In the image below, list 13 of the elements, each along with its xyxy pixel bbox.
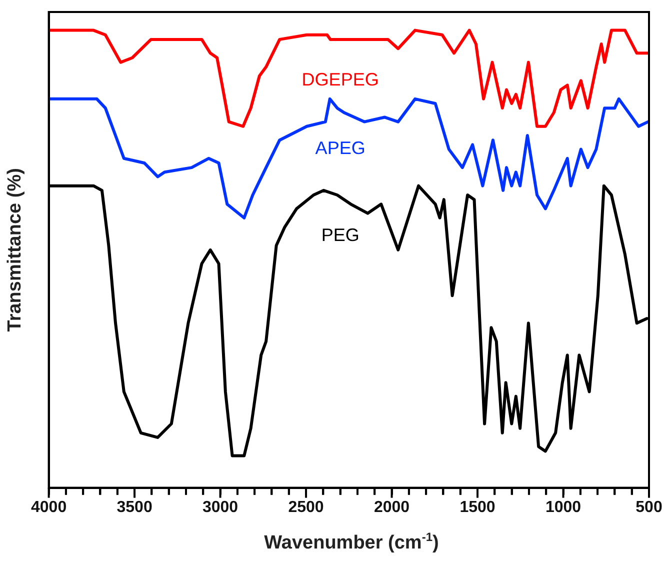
x-tick-label: 4000 [31,498,67,516]
series-label: DGEPEG [302,70,379,90]
x-tick-label: 3500 [116,498,152,516]
x-tick-label: 3000 [202,498,238,516]
x-tick-label: 1000 [545,498,582,516]
x-tick-label: 1500 [460,498,496,516]
x-tick-label: 500 [636,498,662,516]
series-label: PEG [321,225,360,246]
x-tick-label: 2000 [374,498,410,516]
y-axis-title: Transmittance (%) [4,168,26,332]
x-tick-label: 2500 [288,498,324,516]
x-axis-title: Wavenumber (cm$^{-1}$) [263,530,440,554]
series-label: APEG [315,138,366,158]
